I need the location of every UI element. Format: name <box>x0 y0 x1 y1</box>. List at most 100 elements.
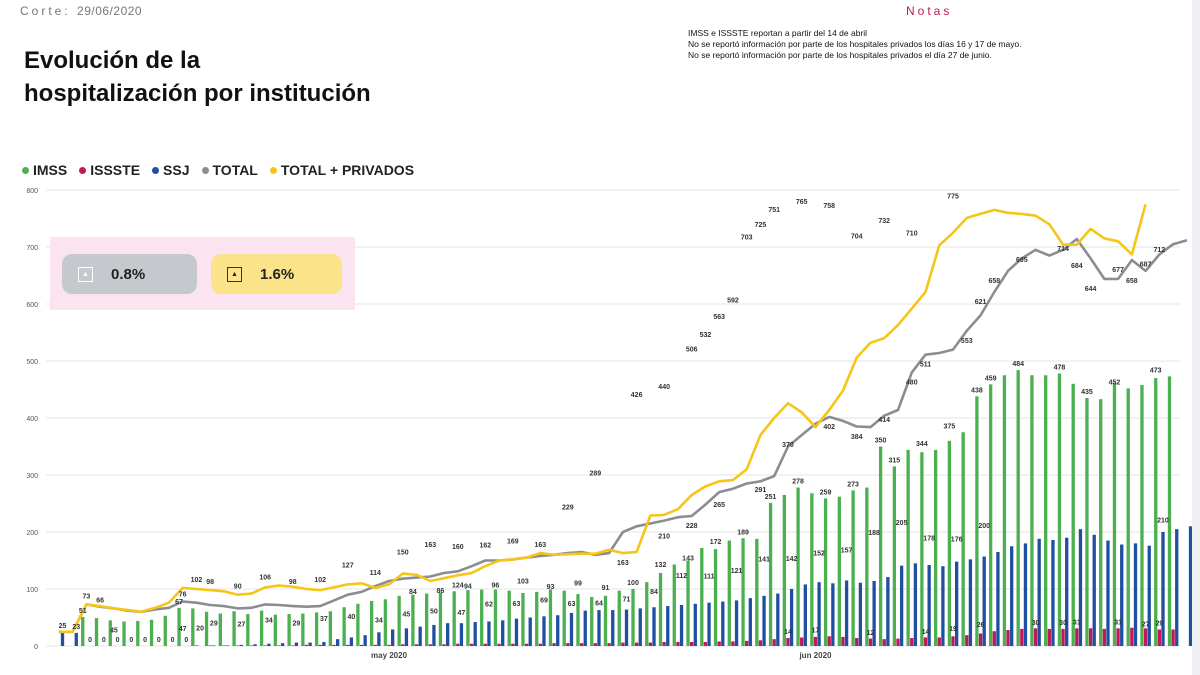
bar-ssj <box>886 577 890 646</box>
data-label: 63 <box>568 601 576 608</box>
legend-item-total-privados[interactable]: TOTAL + PRIVADOS <box>269 162 415 178</box>
data-label: 162 <box>479 543 491 550</box>
data-label: 51 <box>79 608 87 615</box>
bar-ssj <box>308 642 312 646</box>
data-label: 150 <box>397 550 409 557</box>
data-label: 114 <box>370 570 381 577</box>
bar-issste <box>662 642 666 646</box>
data-label: 695 <box>1016 257 1028 264</box>
data-label: 725 <box>755 222 767 229</box>
data-label: 532 <box>700 332 712 339</box>
bar-ssj <box>363 635 367 646</box>
bar-ssj <box>501 620 505 646</box>
bar-issste <box>648 642 653 646</box>
bar-imss <box>975 396 979 646</box>
data-label: 775 <box>947 193 959 200</box>
bar-imss <box>1071 383 1075 646</box>
kpi-card-total-privados[interactable]: ▲ 1.6% <box>211 254 342 294</box>
bar-imss <box>920 452 924 646</box>
bar-imss <box>658 573 663 646</box>
bar-ssj <box>349 637 354 646</box>
data-label: 20 <box>196 626 204 633</box>
bar-ssj <box>432 624 436 646</box>
bar-imss <box>301 613 305 646</box>
data-label: 90 <box>234 584 242 591</box>
bar-imss <box>1154 378 1158 646</box>
bar-imss <box>1140 384 1144 646</box>
y-tick-label: 200 <box>26 530 38 537</box>
data-label: 0 <box>129 637 133 644</box>
bar-ssj <box>1106 540 1110 646</box>
bar-issste <box>346 644 350 646</box>
data-label: 98 <box>206 579 214 586</box>
bar-imss <box>493 589 498 646</box>
data-label: 765 <box>796 199 808 206</box>
bar-ssj <box>899 565 904 646</box>
data-label: 511 <box>920 362 931 369</box>
bar-imss <box>397 595 401 646</box>
y-tick-label: 800 <box>26 188 38 195</box>
bar-issste <box>717 641 721 646</box>
data-label: 440 <box>658 384 670 391</box>
bar-issste <box>332 644 336 646</box>
data-label: 66 <box>96 597 104 604</box>
data-label: 459 <box>985 375 997 382</box>
data-label: 473 <box>1150 367 1162 374</box>
bar-ssj <box>652 607 656 646</box>
bar-issste <box>855 638 859 646</box>
legend-label: IMSS <box>33 162 68 178</box>
legend-label: TOTAL + PRIVADOS <box>280 162 415 178</box>
bar-imss <box>218 613 222 646</box>
bar-issste <box>222 645 226 646</box>
bar-imss <box>1112 382 1117 646</box>
bar-imss <box>356 603 360 646</box>
kpi-total-value: 0.8% <box>111 265 146 283</box>
data-label: 0 <box>143 637 147 644</box>
legend-dot-icon <box>152 166 160 174</box>
bar-imss <box>438 592 443 646</box>
bar-ssj <box>679 604 684 646</box>
triangle-up-icon: ▲ <box>227 266 242 282</box>
data-label: 47 <box>458 610 466 617</box>
legend-item-imss[interactable]: IMSS <box>22 162 67 178</box>
bar-issste <box>456 643 460 646</box>
legend-dot-icon <box>22 166 29 174</box>
bar-imss <box>617 590 621 646</box>
data-label: 703 <box>741 234 753 241</box>
data-label: 127 <box>342 563 354 570</box>
bar-issste <box>786 638 790 646</box>
bar-issste <box>249 645 254 646</box>
bar-imss <box>149 619 154 646</box>
bar-ssj <box>789 589 794 646</box>
legend-item-issste[interactable]: ISSSTE <box>79 162 140 178</box>
bar-issste <box>882 639 886 646</box>
kpi-card-total[interactable]: ▲ 0.8% <box>62 254 197 294</box>
bar-issste <box>1102 628 1106 646</box>
bar-ssj <box>322 642 326 646</box>
data-label: 384 <box>851 434 863 441</box>
data-label: 684 <box>1071 263 1083 270</box>
bar-issste <box>965 635 969 646</box>
bar-imss <box>1044 375 1048 646</box>
legend-item-ssj[interactable]: SSJ <box>152 162 190 178</box>
bar-ssj <box>294 642 299 646</box>
bar-ssj <box>1188 526 1193 646</box>
data-label: 142 <box>786 556 798 563</box>
data-label: 102 <box>191 577 203 584</box>
bar-issste <box>731 641 735 646</box>
data-label: 658 <box>1126 278 1138 285</box>
page-title: Evolución de la hospitalización por inst… <box>24 44 371 110</box>
data-label: 64 <box>595 601 603 608</box>
data-label: 251 <box>765 494 777 501</box>
title-line-1: Evolución de la <box>24 47 201 74</box>
bar-ssj <box>734 600 739 646</box>
note-line: No se reportó información por parte de l… <box>688 39 1022 49</box>
bar-ssj <box>844 580 849 646</box>
legend-item-total[interactable]: TOTAL <box>201 162 258 178</box>
bar-imss <box>425 593 429 646</box>
bar-issste <box>1143 628 1148 646</box>
bar-issste <box>923 637 928 646</box>
bar-imss <box>535 591 539 646</box>
bar-issste <box>469 643 474 646</box>
data-label: 14 <box>784 629 792 636</box>
